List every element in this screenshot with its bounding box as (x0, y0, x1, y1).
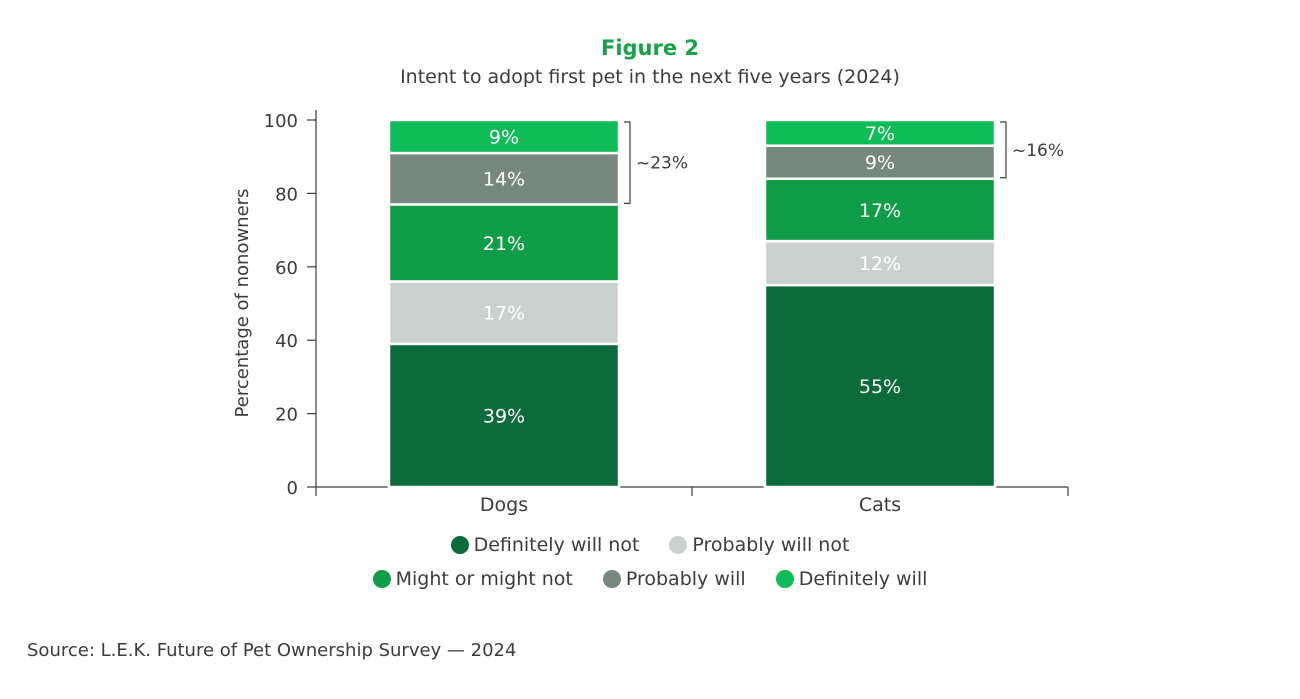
legend-label: Probably will not (692, 534, 850, 556)
legend-swatch-probably-will (602, 570, 621, 588)
legend-item-definitely-will-not: Definitely will not (450, 534, 640, 556)
y-tick-label: 40 (275, 331, 298, 352)
bar-dogs-definitely-will-not (387, 342, 621, 489)
legend-item-probably-will-not: Probably will not (669, 534, 849, 556)
y-tick-label: 0 (287, 478, 298, 499)
x-category-label: Dogs (480, 494, 528, 516)
plot-area: 0 20 40 60 80 100 39% 17% 21% 14% 9% Dogs 55% 12% 17% 9… (264, 110, 1069, 516)
data-label-dogs-probably-will-not: 17% (483, 303, 525, 325)
x-category-label: Cats (859, 494, 901, 516)
chart: Figure 2 Intent to adopt first pet in th… (232, 36, 1069, 516)
bracket-label-cats: ~16% (1012, 141, 1064, 161)
legend-swatch-might-or-might-not (372, 570, 391, 588)
data-label-cats-probably-will: 9% (865, 152, 895, 174)
bracket-dogs (624, 121, 631, 205)
bracket-label-dogs: ~23% (636, 154, 688, 174)
legend-item-definitely-will: Definitely will (775, 568, 928, 590)
data-label-dogs-probably-will: 14% (483, 169, 525, 191)
data-label-dogs-might-or-might-not: 21% (483, 233, 525, 255)
data-label-cats-might-or-might-not: 17% (859, 200, 901, 222)
y-tick-label: 20 (275, 405, 298, 426)
data-label-cats-probably-will-not: 12% (859, 253, 901, 275)
y-tick-label: 60 (275, 258, 298, 279)
legend: Definitely will not Probably will not Mi… (0, 528, 1300, 596)
legend-item-might-or-might-not: Might or might not (372, 568, 573, 590)
legend-swatch-probably-will-not (669, 536, 688, 554)
legend-swatch-definitely-will-not (450, 536, 469, 554)
data-label-cats-definitely-will-not: 55% (859, 376, 901, 398)
legend-swatch-definitely-will (775, 570, 794, 588)
bar-cats-definitely-will (763, 118, 997, 147)
source-note: Source: L.E.K. Future of Pet Ownership S… (27, 640, 517, 661)
data-label-dogs-definitely-will-not: 39% (483, 405, 525, 427)
chart-subtitle: Intent to adopt first pet in the next fi… (400, 66, 900, 88)
legend-row-1: Definitely will not Probably will not (0, 528, 1300, 562)
y-axis-label: Percentage of nonowners (232, 189, 253, 418)
data-label-cats-definitely-will: 7% (865, 123, 895, 145)
bar-dogs-probably-will (387, 151, 621, 206)
legend-row-2: Might or might not Probably will Definit… (0, 562, 1300, 596)
data-label-dogs-definitely-will: 9% (489, 127, 519, 149)
figure-title: Figure 2 (601, 36, 699, 60)
legend-label: Definitely will not (473, 534, 640, 556)
legend-label: Might or might not (395, 568, 573, 590)
bar-dogs-definitely-will (387, 118, 621, 155)
y-tick-label: 100 (264, 111, 298, 132)
bar-dogs-probably-will-not (387, 280, 621, 346)
y-tick-label: 80 (275, 184, 298, 205)
legend-label: Probably will (625, 568, 746, 590)
legend-label: Definitely will (798, 568, 928, 590)
bracket-cats (1000, 121, 1007, 179)
legend-item-probably-will: Probably will (602, 568, 746, 590)
bar-dogs-might-or-might-not (387, 203, 621, 283)
